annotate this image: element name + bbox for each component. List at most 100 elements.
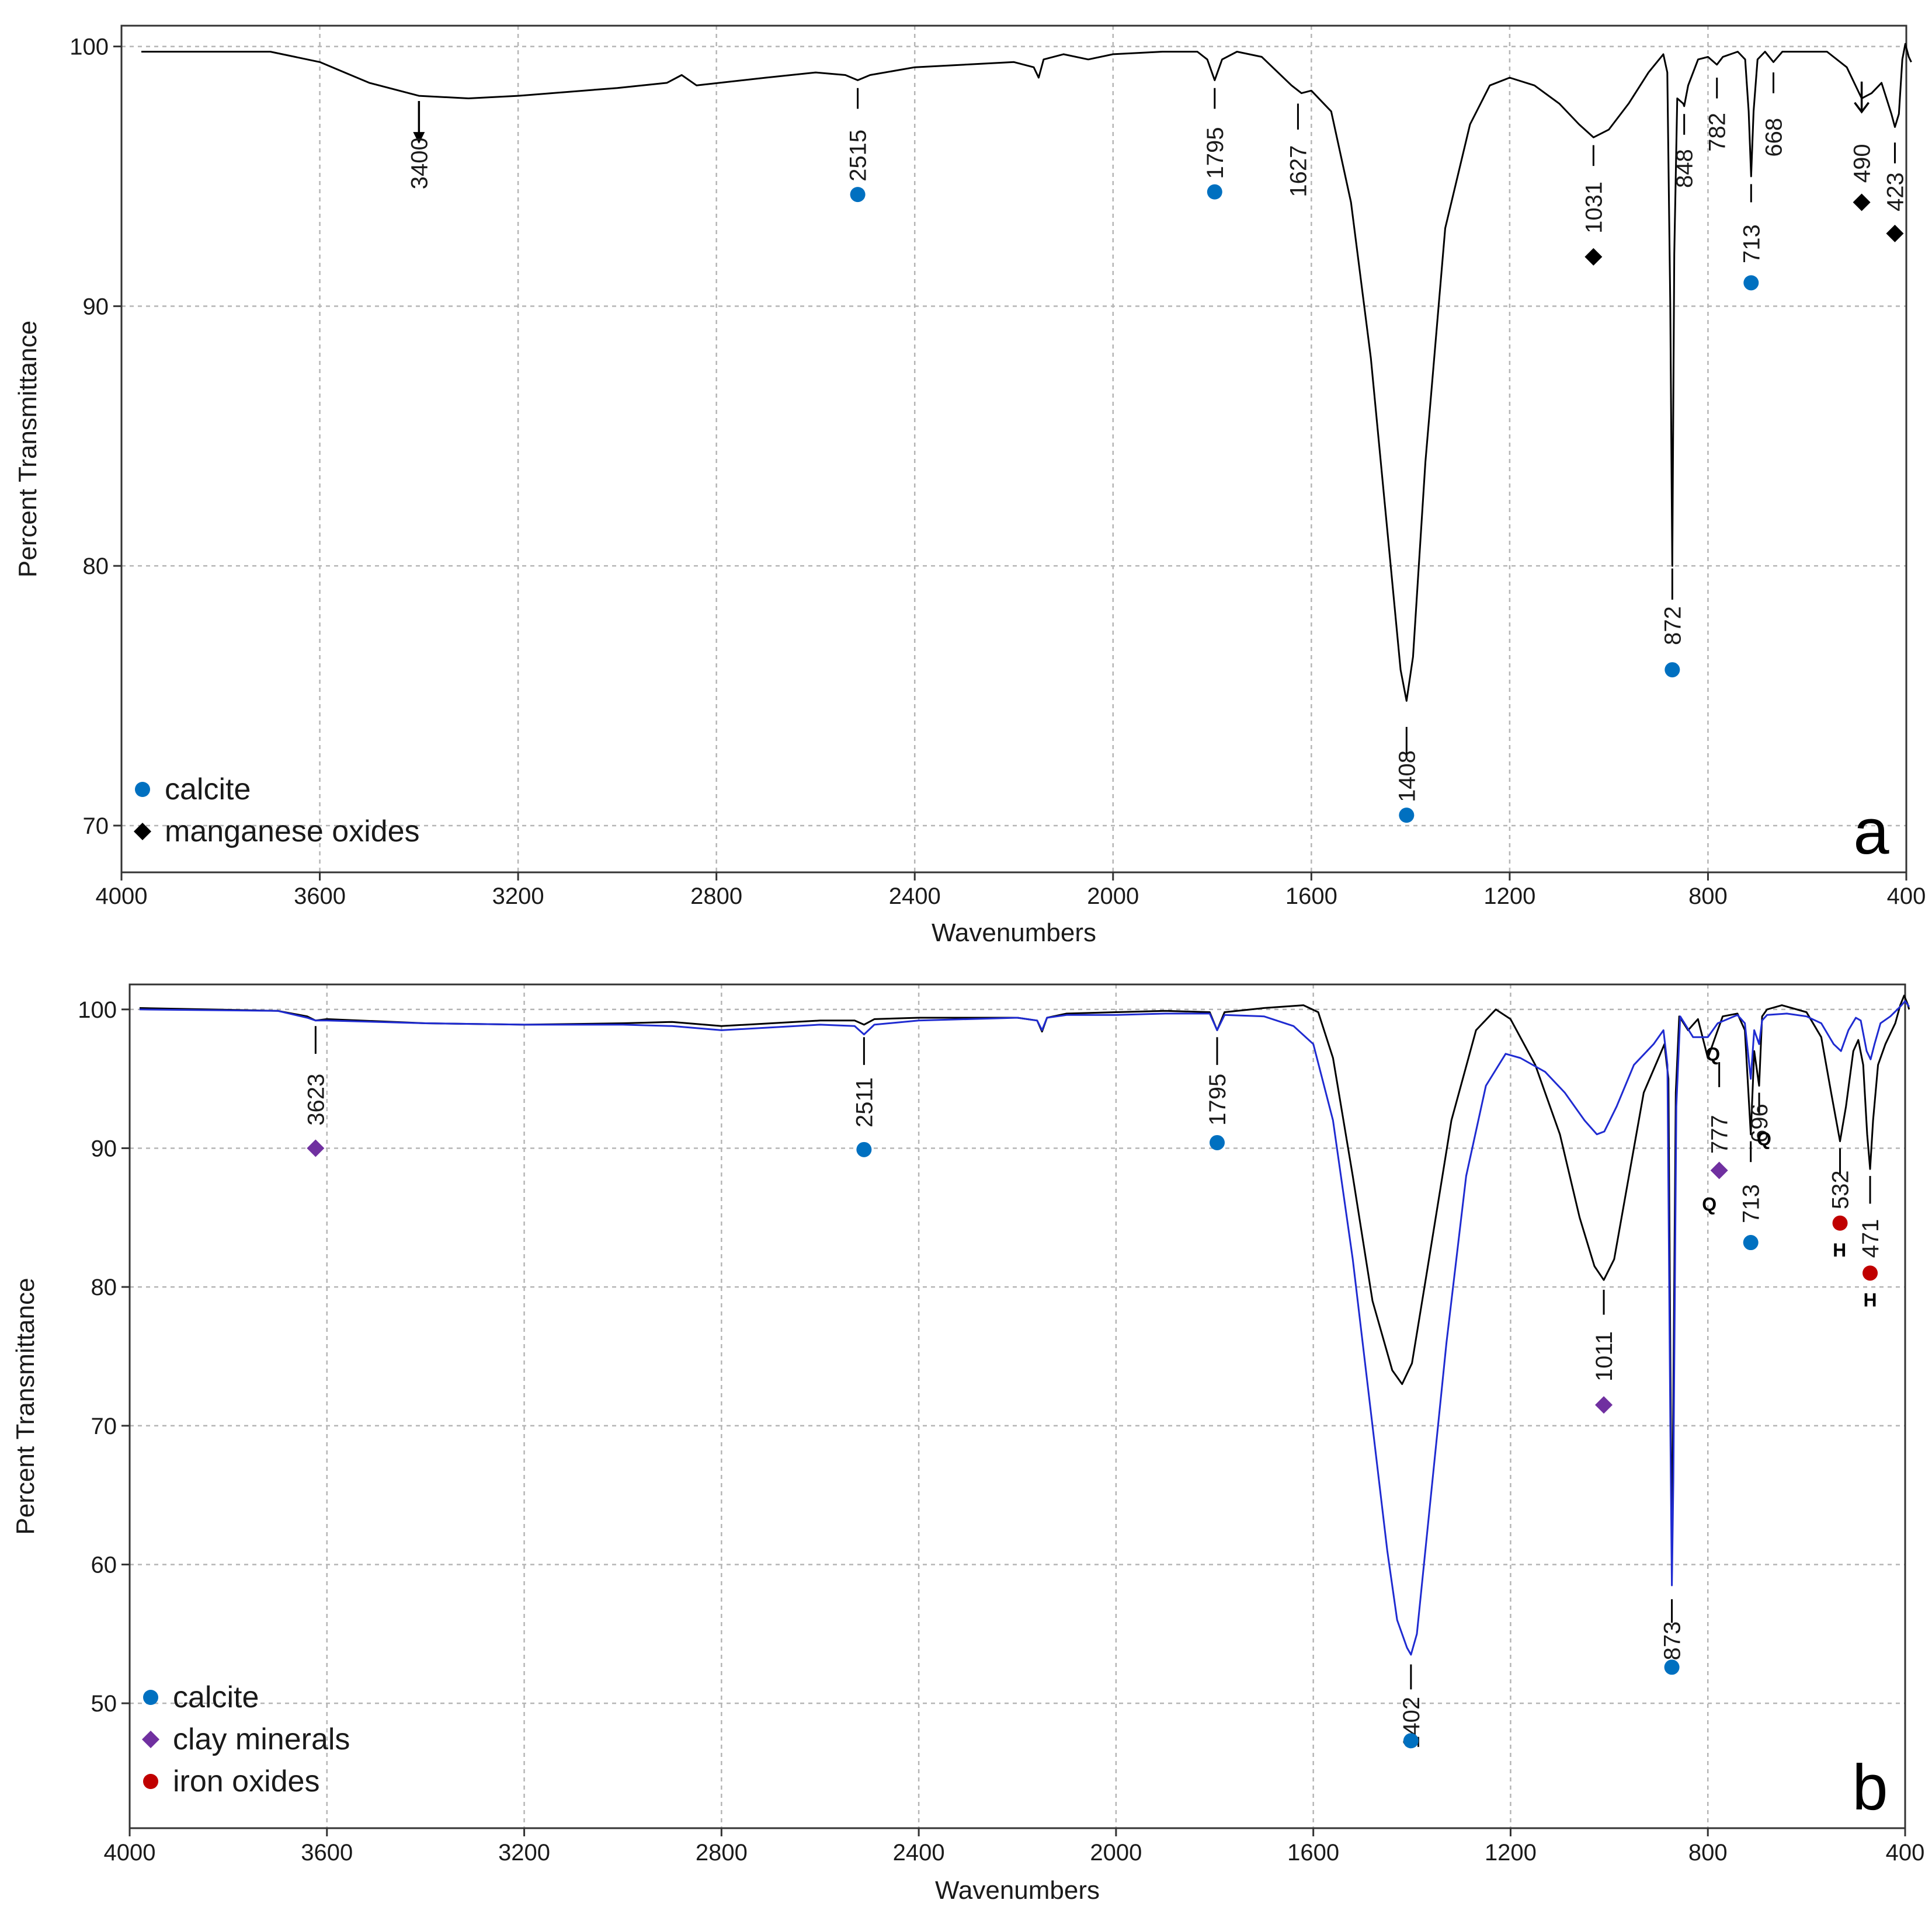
peak-annotation-490: 490 xyxy=(1850,81,1875,211)
peak-label: 423 xyxy=(1882,172,1908,211)
x-tick-label: 1600 xyxy=(1285,883,1337,909)
peak-label: 848 xyxy=(1672,149,1698,188)
legend-marker xyxy=(143,1690,158,1705)
calcite-marker xyxy=(1210,1135,1225,1150)
calcite-marker xyxy=(856,1142,872,1157)
peak-label: 1011 xyxy=(1592,1331,1617,1381)
peak-label: 471 xyxy=(1858,1219,1884,1258)
y-tick-label: 70 xyxy=(91,1414,117,1439)
x-tick-label: 3600 xyxy=(301,1840,353,1866)
legend-marker xyxy=(134,823,151,840)
peak-label: 1795 xyxy=(1205,1074,1231,1126)
peak-annotation-1795: 1795 xyxy=(1203,88,1228,200)
peak-label: 490 xyxy=(1850,144,1875,183)
panel-letter: b xyxy=(1852,1752,1888,1823)
panel-a: 4000 3600 3200 2800 2400 2000 1600 1200 800 400 70… xyxy=(13,25,1926,947)
y-axis-title: Percent Transmittance xyxy=(13,321,42,577)
peak-annotation-872: 872 xyxy=(1660,568,1686,678)
x-tick-label: 1200 xyxy=(1483,883,1535,909)
peak-label: 2515 xyxy=(846,130,871,182)
peak-annotation-782: 782 xyxy=(1705,77,1731,152)
y-tick-label: 100 xyxy=(70,34,109,60)
x-tick-label: 2400 xyxy=(889,883,941,909)
peak-label: 3400 xyxy=(406,137,432,189)
x-axis-title: Wavenumbers xyxy=(932,918,1096,947)
iron-marker xyxy=(1862,1265,1878,1281)
y-tick-label: 90 xyxy=(91,1136,117,1161)
peak-label: 1627 xyxy=(1285,145,1311,197)
peak-annotation-1011: 1011 xyxy=(1592,1289,1617,1414)
x-tick-label: 2000 xyxy=(1090,1840,1142,1866)
legend-label: manganese oxides xyxy=(165,815,420,848)
x-tick-label: 1200 xyxy=(1485,1840,1537,1866)
x-tick-label: 4000 xyxy=(96,883,148,909)
x-tick-label: 800 xyxy=(1688,1840,1728,1866)
peak-annotation-2511: 2511 xyxy=(852,1037,877,1157)
x-tick-label: 400 xyxy=(1886,1840,1925,1866)
manganese-marker xyxy=(1584,248,1603,266)
legend-label: clay minerals xyxy=(173,1722,350,1756)
peak-label: 873 xyxy=(1660,1621,1686,1661)
peak-label: 668 xyxy=(1761,118,1787,157)
y-axis-title: Percent Transmittance xyxy=(11,1278,40,1534)
plot-frame xyxy=(128,983,1906,1829)
calcite-marker xyxy=(1403,1733,1419,1749)
x-tick-label: 3200 xyxy=(498,1840,550,1866)
y-tick-label: 70 xyxy=(83,813,109,839)
peak-annotation-777: 777 xyxy=(1707,1062,1733,1179)
manganese-marker xyxy=(1886,224,1904,242)
legend-label: calcite xyxy=(173,1680,259,1714)
peak-annotation-713: 713 xyxy=(1739,184,1764,291)
calcite-marker xyxy=(1399,808,1415,823)
peak-annotation-1795: 1795 xyxy=(1205,1037,1231,1150)
x-tick-label: 800 xyxy=(1688,883,1728,909)
calcite-marker xyxy=(1207,184,1222,200)
peak-annotation-1031: 1031 xyxy=(1581,145,1607,266)
x-tick-label: 400 xyxy=(1887,883,1926,909)
y-tick-label: 80 xyxy=(91,1275,117,1300)
clay-marker xyxy=(307,1139,325,1157)
peak-label: 532 xyxy=(1828,1170,1854,1209)
peak-annotation-713: 713 xyxy=(1739,1141,1764,1251)
calcite-marker xyxy=(850,187,866,203)
manganese-marker xyxy=(1853,193,1871,211)
peak-annotation-1408: 1408 xyxy=(1394,726,1420,823)
peak-label: 696 xyxy=(1747,1104,1773,1143)
peak-annotation-668: 668 xyxy=(1761,72,1787,157)
peak-label: 1408 xyxy=(1394,750,1420,802)
y-tick-label: 50 xyxy=(91,1691,117,1717)
x-axis-title: Wavenumbers xyxy=(935,1876,1100,1905)
calcite-marker xyxy=(1743,275,1759,291)
y-tick-label: 60 xyxy=(91,1552,117,1578)
peak-annotation-423: 423 xyxy=(1882,142,1908,242)
x-tick-label: 1600 xyxy=(1287,1840,1339,1866)
peak-annotation-873: 873 xyxy=(1660,1599,1686,1675)
peak-annotation-471: 471 xyxy=(1858,1175,1884,1281)
legend-marker xyxy=(142,1731,159,1748)
x-tick-label: 3600 xyxy=(294,883,346,909)
x-tick-label: 2000 xyxy=(1087,883,1139,909)
peak-annotation-696: 696 xyxy=(1747,1092,1773,1143)
arrow-head xyxy=(1854,102,1870,114)
peak-annotation-2515: 2515 xyxy=(846,88,871,203)
peak-label: 782 xyxy=(1705,113,1731,152)
peak-annotation-3623: 3623 xyxy=(303,1026,329,1157)
peak-annotation-3400: 3400 xyxy=(406,100,432,189)
y-tick-label: 80 xyxy=(83,554,109,579)
calcite-marker xyxy=(1664,1659,1680,1675)
clay-marker xyxy=(1595,1396,1613,1414)
peak-annotation-1402: 1402 xyxy=(1399,1664,1424,1749)
iron-marker xyxy=(1832,1215,1848,1231)
peak-label: 872 xyxy=(1660,606,1686,645)
panel-letter: a xyxy=(1853,796,1889,868)
calcite-marker xyxy=(1743,1235,1759,1251)
legend-label: iron oxides xyxy=(173,1765,319,1798)
mineral-tag-Q: Q xyxy=(1702,1193,1716,1214)
peak-label: 1031 xyxy=(1581,182,1607,234)
peak-annotation-848: 848 xyxy=(1672,114,1698,188)
x-tick-label: 4000 xyxy=(104,1840,156,1866)
clay-marker xyxy=(1710,1161,1728,1179)
peak-label: 1795 xyxy=(1203,127,1228,179)
y-tick-label: 90 xyxy=(83,294,109,319)
